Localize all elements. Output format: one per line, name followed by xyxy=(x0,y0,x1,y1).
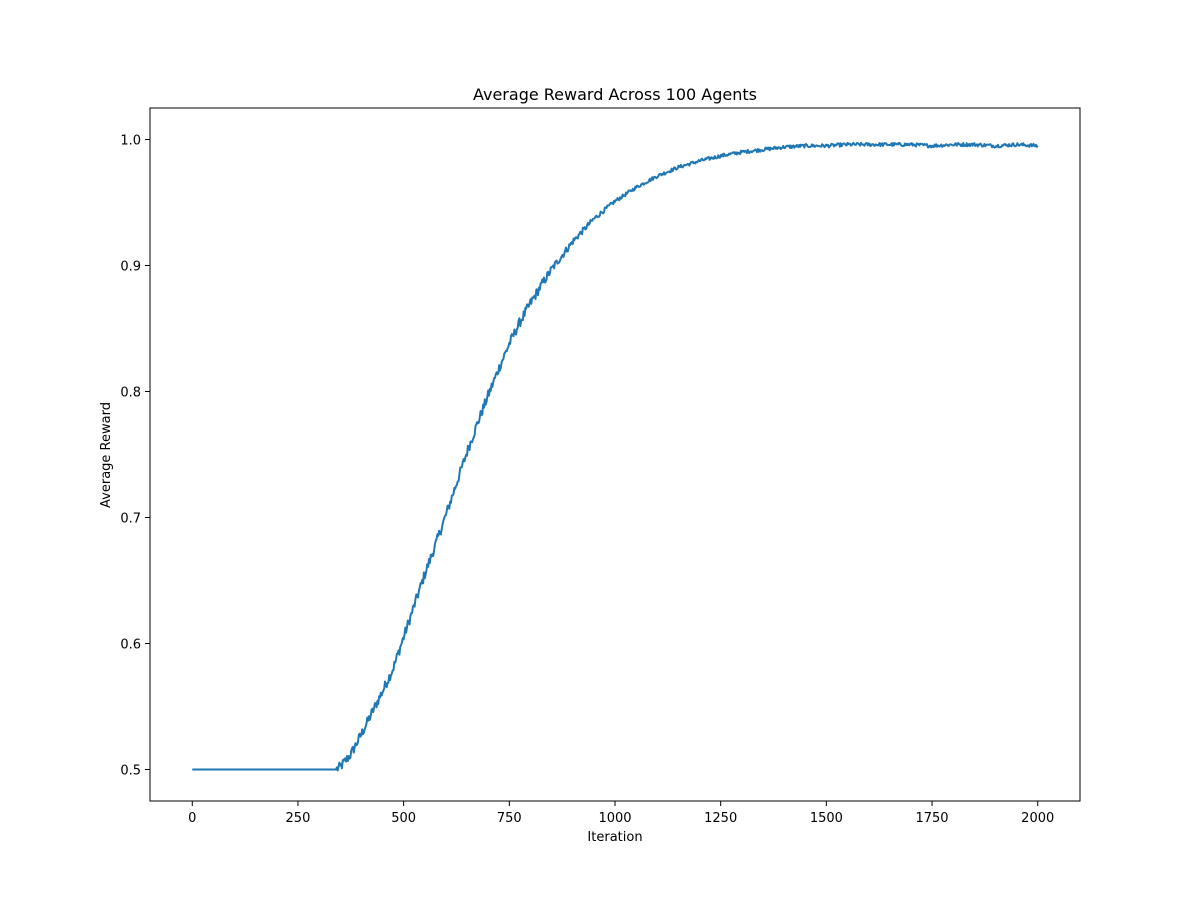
y-axis-label: Average Reward xyxy=(99,402,114,508)
x-tick-label: 1500 xyxy=(810,811,843,826)
x-tick-label: 1000 xyxy=(598,811,631,826)
x-tick-label: 500 xyxy=(391,811,416,826)
x-tick-label: 250 xyxy=(286,811,311,826)
y-tick-label: 0.6 xyxy=(120,638,141,653)
y-tick-label: 1.0 xyxy=(120,134,141,149)
x-axis-label: Iteration xyxy=(587,830,642,845)
axis-ticks: 0 250 500 750 1000 1250 1500 1750 2000 0.5 0.6 0.7 0… xyxy=(120,134,1054,827)
y-tick-label: 0.8 xyxy=(120,386,141,401)
chart-title: Average Reward Across 100 Agents xyxy=(473,85,757,104)
x-tick-label: 750 xyxy=(497,811,522,826)
x-tick-label: 1250 xyxy=(704,811,737,826)
y-tick-label: 0.9 xyxy=(120,260,141,275)
x-tick-label: 2000 xyxy=(1021,811,1054,826)
x-tick-label: 1750 xyxy=(915,811,948,826)
series-layer xyxy=(192,141,1039,772)
series-line xyxy=(192,141,1039,772)
y-tick-label: 0.5 xyxy=(120,764,141,779)
x-tick-label: 0 xyxy=(188,811,196,826)
plot-frame xyxy=(149,107,1081,802)
y-tick-label: 0.7 xyxy=(120,512,141,527)
